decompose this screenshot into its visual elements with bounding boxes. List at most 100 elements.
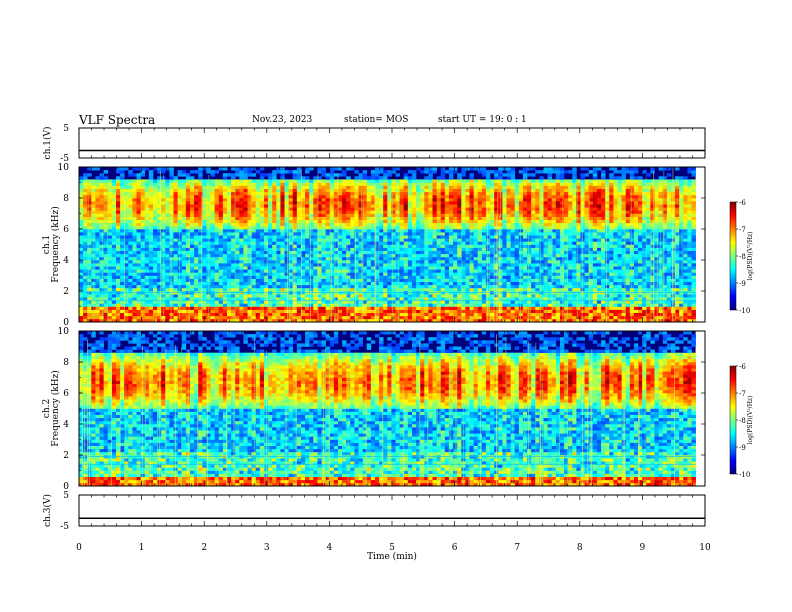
spectrogram-cell	[481, 294, 487, 298]
spectrogram-cell	[99, 247, 104, 251]
spectrogram-cell	[440, 191, 446, 196]
spectrogram-cell	[395, 167, 400, 171]
spectrogram-cell	[128, 229, 133, 233]
spectrogram-cell	[296, 210, 302, 214]
spectrogram-cell	[346, 210, 351, 214]
spectrogram-cell	[157, 281, 162, 286]
spectrogram-cell	[276, 309, 281, 313]
spectrogram-cell	[305, 198, 310, 202]
spectrogram-cell	[313, 294, 318, 298]
spectrogram-cell	[198, 306, 203, 310]
spectrogram-cell	[99, 216, 104, 220]
spectrogram-cell	[300, 238, 306, 242]
spectrogram-cell	[436, 244, 442, 248]
spectrogram-cell	[337, 185, 343, 189]
spectrogram-cell	[391, 235, 396, 239]
spectrogram-cell	[99, 300, 104, 304]
spectrogram-cell	[305, 309, 310, 313]
spectrogram-cell	[342, 309, 347, 313]
spectrogram-cell	[325, 260, 331, 264]
spectrogram-cell	[362, 210, 368, 214]
spectrogram-cell	[148, 275, 154, 279]
spectrogram-cell	[395, 297, 400, 301]
spectrogram-cell	[189, 253, 195, 258]
spectrogram-cell	[366, 219, 372, 224]
spectrogram-cell	[83, 309, 88, 313]
spectrogram-cell	[387, 191, 392, 196]
spectrogram-cell	[255, 278, 261, 282]
spectrogram-cell	[255, 247, 261, 251]
spectrogram-cell	[284, 213, 289, 217]
spectrogram-cell	[481, 303, 487, 307]
spectrogram-cell	[185, 225, 191, 230]
spectrogram-cell	[305, 204, 310, 208]
spectrogram-cell	[416, 219, 421, 224]
spectrogram-cell	[79, 260, 84, 264]
spectrogram-cell	[214, 191, 220, 196]
spectrogram-cell	[272, 207, 277, 211]
spectrogram-cell	[305, 266, 310, 270]
spectrogram-cell	[407, 309, 413, 313]
spectrogram-cell	[83, 250, 88, 255]
spectrogram-cell	[325, 281, 331, 286]
spectrogram-cell	[428, 225, 433, 230]
spectrogram-cell	[169, 201, 174, 205]
spectrogram-cell	[222, 263, 228, 267]
spectrogram-cell	[428, 281, 433, 286]
spectrogram-cell	[362, 284, 368, 289]
spectrogram-cell	[185, 266, 191, 270]
spectrogram-cell	[218, 284, 224, 289]
spectrogram-cell	[383, 247, 388, 251]
spectrogram-cell	[465, 281, 470, 286]
spectrogram-cell	[120, 179, 125, 183]
spectrogram-cell	[432, 235, 437, 239]
spectrogram-cell	[296, 198, 302, 202]
spectrogram-cell	[239, 256, 244, 261]
spectrogram-cell	[342, 232, 347, 236]
spectrogram-cell	[288, 170, 294, 174]
spectrogram-cell	[481, 182, 487, 186]
spectrogram-cell	[152, 300, 158, 304]
spectrogram-cell	[231, 260, 236, 264]
spectrogram-cell	[444, 256, 450, 261]
spectrogram-cell	[251, 284, 257, 289]
spectrogram-cell	[231, 191, 236, 196]
spectrogram-cell	[173, 210, 178, 214]
spectrogram-cell	[173, 229, 178, 233]
spectrogram-cell	[379, 260, 384, 264]
spectrogram-cell	[189, 241, 195, 245]
spectrogram-cell	[354, 312, 359, 317]
spectrogram-cell	[99, 185, 104, 189]
spectrogram-cell	[485, 170, 491, 174]
spectrogram-cell	[218, 207, 224, 211]
spectrogram-cell	[214, 269, 220, 273]
spectrogram-cell	[239, 170, 244, 174]
spectrogram-cell	[469, 244, 474, 248]
spectrogram-cell	[83, 201, 88, 205]
spectrogram-cell	[99, 281, 104, 286]
spectrogram-cell	[362, 253, 368, 258]
spectrogram-cell	[366, 318, 372, 323]
spectrogram-cell	[333, 201, 339, 205]
spectrogram-cell	[120, 194, 125, 199]
spectrogram-cell	[362, 312, 368, 317]
spectrogram-cell	[79, 204, 84, 208]
spectrogram-cell	[152, 213, 158, 217]
spectrogram-cell	[152, 309, 158, 313]
spectrogram-cell	[284, 229, 289, 233]
spectrogram-cell	[116, 250, 121, 255]
spectrogram-cell	[321, 244, 326, 248]
spectrogram-cell	[490, 179, 495, 183]
spectrogram-cell	[185, 303, 191, 307]
spectrogram-cell	[436, 210, 442, 214]
spectrogram-cell	[165, 294, 170, 298]
spectrogram-cell	[214, 253, 220, 258]
spectrogram-cell	[107, 272, 113, 276]
spectrogram-cell	[379, 269, 384, 273]
spectrogram-cell	[354, 318, 359, 323]
spectrogram-cell	[444, 312, 450, 317]
spectrogram-cell	[395, 253, 400, 258]
spectrogram-cell	[333, 306, 339, 310]
spectrogram-cell	[247, 315, 252, 320]
